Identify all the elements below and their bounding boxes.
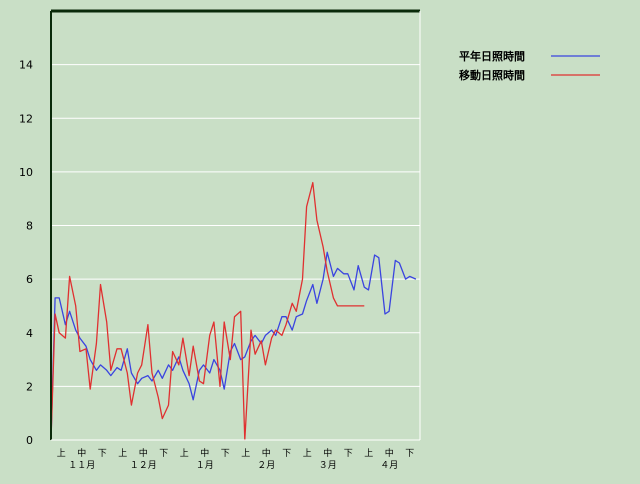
x-period-label: 上 [118,448,127,459]
x-period-label: 中 [139,447,148,459]
y-tick-label: 6 [26,273,33,286]
x-period-label: 中 [262,447,271,459]
y-tick-label: 10 [19,166,33,179]
y-tick-label: 0 [26,434,33,447]
series-line-2 [50,181,365,441]
x-tick-labels: 上中下上中下上中下上中下上中下上中下１１月 １２月 １月 ２月 ３月 ４月 [57,447,415,471]
x-month-label: ２月 [257,460,275,471]
y-tick-label: 2 [26,380,33,393]
plot-frame [50,9,421,441]
y-tick-label: 4 [26,327,33,340]
x-month-label: １２月 [130,460,157,471]
y-tick-label: 12 [19,112,33,125]
x-period-label: 中 [323,447,332,459]
x-period-label: 上 [57,448,66,459]
legend-label: 移動日照時間 [459,68,525,82]
x-period-label: 下 [98,449,107,459]
x-period-label: 中 [385,447,394,459]
y-tick-label: 8 [26,220,33,233]
x-month-label: １１月 [68,460,95,471]
x-period-label: 上 [180,448,189,459]
x-period-label: 下 [159,449,168,459]
x-period-label: 上 [303,448,312,459]
x-period-label: 下 [405,449,414,459]
x-period-label: 下 [282,449,291,459]
x-period-label: 上 [364,448,373,459]
y-tick-labels: 0 2 4 6 8 10 12 14 [19,59,33,447]
x-period-label: 下 [344,449,353,459]
x-period-label: 中 [200,447,209,459]
x-month-label: ４月 [380,460,398,471]
gridlines [51,64,420,387]
x-month-label: １月 [196,460,214,471]
x-period-label: 中 [77,447,86,459]
series-lines [50,181,417,441]
x-period-label: 下 [221,449,230,459]
y-tick-label: 14 [19,59,33,72]
legend-label: 平年日照時間 [459,49,525,63]
series-line-1 [50,251,417,441]
x-month-label: ３月 [319,460,337,471]
x-period-label: 上 [241,448,250,459]
